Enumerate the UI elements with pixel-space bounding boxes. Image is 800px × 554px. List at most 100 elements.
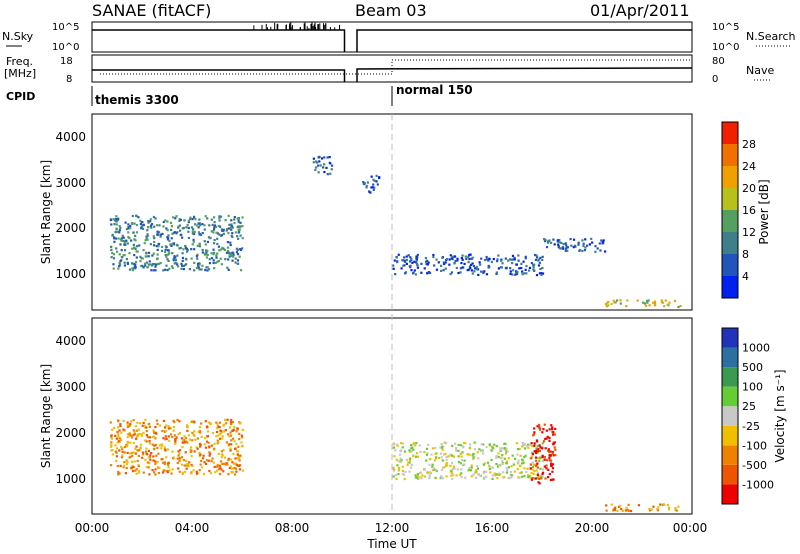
power-cell (147, 221, 150, 224)
power-cell (178, 247, 181, 250)
velocity-cell (549, 478, 553, 482)
velocity-cell (197, 430, 200, 434)
xtick-0: 00:00 (75, 521, 110, 535)
power-cell (237, 237, 240, 240)
power-cell (230, 225, 233, 228)
velocity-cell (614, 506, 617, 509)
velocity-cell (440, 475, 443, 478)
velocity-cell (216, 427, 219, 430)
power-cell (525, 264, 528, 268)
velocity-cell (621, 509, 624, 512)
power-colorbar-tick: 12 (742, 226, 756, 239)
power-cell (373, 186, 376, 189)
power-cell (181, 236, 184, 239)
velocity-cell (162, 461, 165, 464)
velocity-colorbar-tick: 100 (742, 381, 763, 394)
velocity-cell (199, 453, 202, 456)
velocity-cell (138, 432, 141, 436)
power-cell (440, 269, 443, 272)
power-cell (184, 244, 187, 248)
velocity-cell (551, 478, 554, 481)
power-cell (123, 241, 127, 244)
velocity-cell (441, 448, 444, 451)
power-cell (165, 227, 168, 230)
power-cell (170, 225, 174, 228)
power-cell (194, 223, 197, 226)
velocity-cell (395, 458, 398, 461)
velocity-cell (154, 437, 157, 440)
power-cell (435, 268, 439, 271)
power-cell (537, 259, 540, 262)
velocity-cell (619, 504, 622, 508)
station-title: SANAE (fitACF) (92, 1, 211, 20)
velocity-cell (605, 504, 608, 507)
velocity-cell (165, 424, 168, 427)
velocity-cell (118, 440, 121, 443)
velocity-cell (210, 444, 213, 447)
velocity-cell (538, 477, 541, 480)
velocity-cell (123, 451, 126, 454)
velocity-cell (145, 447, 148, 450)
velocity-cell (397, 466, 401, 469)
velocity-cell (208, 446, 211, 449)
power-cell (375, 180, 378, 183)
velocity-cell (229, 422, 233, 426)
velocity-cell (209, 452, 212, 455)
power-cell (416, 253, 419, 256)
power-cell (195, 266, 199, 270)
velocity-cell (184, 437, 188, 440)
power-cell (613, 301, 616, 304)
velocity-cell (552, 454, 555, 457)
velocity-cell (212, 461, 215, 464)
velocity-cell (532, 434, 535, 437)
power-cell (222, 247, 225, 250)
velocity-cell (121, 447, 124, 450)
power-cell (565, 244, 568, 247)
power-cell (198, 263, 201, 266)
velocity-cell (207, 441, 210, 444)
velocity-cell (126, 421, 129, 424)
velocity-cell (513, 457, 517, 460)
power-cell (312, 157, 315, 160)
power-cell (118, 261, 121, 264)
power-cell (190, 226, 194, 229)
velocity-cell (111, 449, 114, 452)
power-cell (625, 304, 628, 308)
velocity-cell (620, 508, 623, 511)
velocity-cell (482, 471, 485, 475)
power-cell (522, 260, 525, 263)
power-cell (171, 232, 174, 235)
power-cell (210, 252, 213, 255)
power-cell (182, 248, 185, 251)
velocity-cell (211, 431, 215, 435)
velocity-cell (126, 451, 129, 455)
velocity-cell (135, 445, 138, 448)
velocity-cell (419, 476, 422, 479)
power-cell (153, 225, 156, 228)
power-cell (115, 220, 118, 223)
velocity-cell (497, 452, 500, 455)
power-cell (140, 225, 143, 228)
power-cell (130, 262, 134, 265)
velocity-cell (241, 436, 244, 439)
velocity-cell (477, 473, 480, 476)
nsky-tick-low: 10^0 (52, 42, 79, 53)
power-cell (168, 267, 171, 270)
power-cell (220, 228, 223, 231)
velocity-cell (548, 459, 551, 462)
power-cell (122, 254, 125, 257)
velocity-cell (203, 437, 207, 440)
velocity-cell (117, 473, 120, 476)
power-cell (415, 255, 418, 258)
velocity-cell (189, 448, 192, 451)
velocity-cell (184, 451, 187, 454)
power-cell (400, 267, 403, 270)
power-cell (572, 238, 576, 241)
velocity-cell (501, 462, 505, 466)
power-cell (176, 244, 179, 247)
velocity-cell (526, 467, 529, 470)
velocity-cell (534, 456, 538, 459)
power-cell (174, 217, 177, 220)
power-cell (647, 299, 650, 302)
power-cell (415, 261, 418, 264)
